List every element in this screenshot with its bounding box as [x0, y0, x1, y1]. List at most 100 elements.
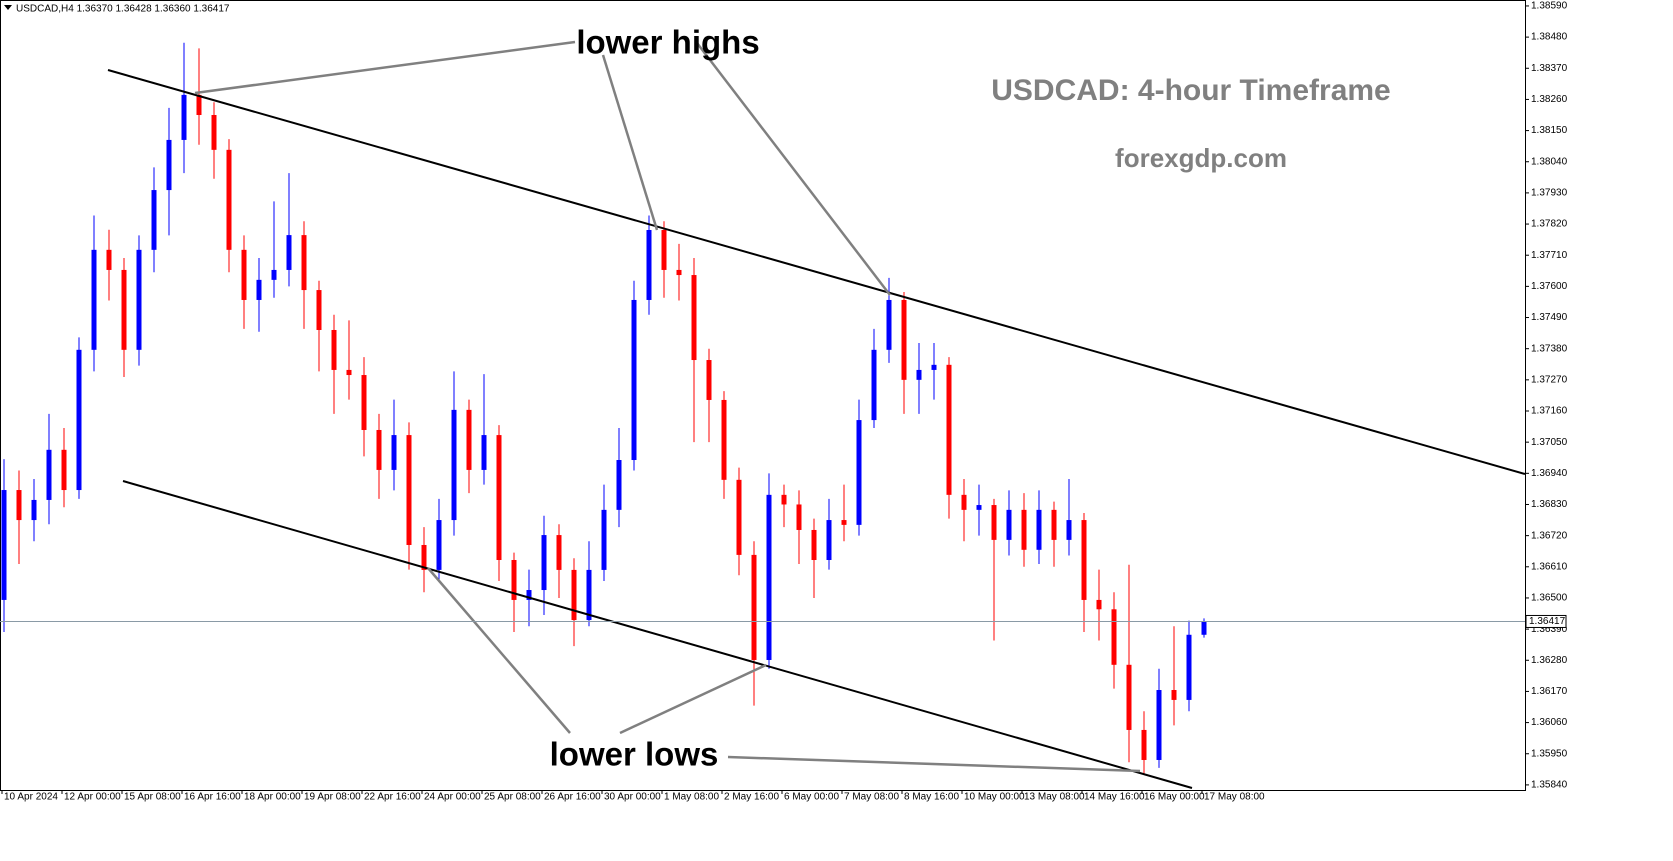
candle-body: [991, 505, 997, 540]
candle-body: [466, 409, 472, 470]
y-tick-label: 1.38040: [1531, 156, 1568, 167]
candle-body: [511, 559, 517, 600]
candle-body: [676, 269, 682, 276]
y-tick-label: 1.36940: [1531, 468, 1568, 479]
candle-body: [31, 499, 37, 521]
subtitle: forexgdp.com: [1115, 143, 1287, 173]
y-tick-label: 1.35950: [1531, 748, 1568, 759]
x-tick-label: 15 Apr 08:00: [124, 792, 181, 803]
candle-body: [46, 449, 52, 500]
candle-body: [556, 535, 562, 570]
y-tick-label: 1.37160: [1531, 406, 1568, 417]
x-tick-label: 10 Apr 2024: [4, 792, 58, 803]
y-tick-label: 1.36610: [1531, 561, 1568, 572]
candle-body: [211, 115, 217, 150]
candle-body: [226, 149, 232, 250]
candle-body: [481, 435, 487, 470]
x-tick-label: 13 May 08:00: [1024, 792, 1085, 803]
y-tick-label: 1.37710: [1531, 250, 1568, 261]
candle-body: [406, 435, 412, 545]
candle-body: [1201, 621, 1207, 635]
candle-body: [526, 590, 532, 600]
y-tick-label: 1.37820: [1531, 219, 1568, 230]
candle-body: [976, 505, 982, 510]
x-tick-label: 7 May 08:00: [844, 792, 899, 803]
candle-body: [91, 249, 97, 350]
x-tick-label: 12 Apr 00:00: [64, 792, 121, 803]
candle-body: [1141, 729, 1147, 760]
candle-body: [796, 504, 802, 530]
candle-body: [616, 460, 622, 510]
candle-body: [1186, 634, 1192, 700]
candle-body: [1081, 520, 1087, 600]
y-tick-label: 1.37050: [1531, 437, 1568, 448]
menu-triangle: [4, 5, 12, 10]
candle-body: [961, 494, 967, 510]
annotation: lower lows: [550, 736, 719, 773]
y-tick-label: 1.36170: [1531, 686, 1568, 697]
candle-body: [346, 369, 352, 376]
candle-body: [1036, 509, 1042, 550]
candle-body: [946, 364, 952, 495]
candle-body: [1096, 599, 1102, 610]
candle-body: [451, 409, 457, 521]
y-tick-label: 1.36060: [1531, 717, 1568, 728]
candle-body: [856, 420, 862, 525]
candle-body: [661, 230, 667, 270]
candle-body: [766, 494, 772, 660]
y-tick-label: 1.38260: [1531, 94, 1568, 105]
candle-body: [901, 299, 907, 380]
y-tick-label: 1.36390: [1531, 624, 1568, 635]
candle-body: [376, 429, 382, 470]
candle-body: [286, 235, 292, 270]
arrow: [619, 663, 767, 735]
candle-body: [1126, 664, 1132, 730]
arrows: [194, 40, 1141, 773]
y-tick-label: 1.38480: [1531, 32, 1568, 43]
candle-body: [601, 509, 607, 570]
chart-title: USDCAD: 4-hour Timeframe: [991, 74, 1391, 107]
candle-body: [1066, 520, 1072, 540]
y-tick-label: 1.37930: [1531, 188, 1568, 199]
arrow: [727, 755, 1141, 773]
candle-body: [1171, 690, 1177, 700]
arrow: [601, 54, 659, 231]
x-tick-label: 14 May 16:00: [1084, 792, 1145, 803]
plot-frame: [0, 0, 1526, 791]
arrow: [194, 40, 576, 95]
arrow: [696, 42, 891, 296]
candle-body: [151, 190, 157, 250]
upper-channel-line: [107, 69, 1526, 475]
candle-body: [886, 299, 892, 350]
y-tick-label: 1.38150: [1531, 125, 1568, 136]
candle-body: [691, 275, 697, 361]
candle-body: [361, 375, 367, 430]
candle-body: [841, 520, 847, 525]
candle-body: [241, 249, 247, 300]
candle-body: [871, 349, 877, 421]
x-tick-label: 24 Apr 00:00: [424, 792, 481, 803]
candle-body: [1051, 509, 1057, 540]
candle-body: [586, 569, 592, 621]
x-tick-label: 10 May 00:00: [964, 792, 1025, 803]
y-tick-label: 1.37270: [1531, 374, 1568, 385]
candle-body: [811, 529, 817, 560]
candle-body: [1, 490, 7, 600]
candle-body: [931, 364, 937, 370]
candle-body: [391, 435, 397, 470]
x-tick-label: 1 May 08:00: [664, 792, 719, 803]
candle-body: [61, 449, 67, 491]
candle-body: [316, 290, 322, 330]
candle-body: [1156, 690, 1162, 760]
y-tick-label: 1.38370: [1531, 63, 1568, 74]
x-tick-label: 17 May 08:00: [1204, 792, 1265, 803]
candle-body: [706, 360, 712, 400]
x-tick-label: 16 Apr 16:00: [184, 792, 241, 803]
y-tick-label: 1.37490: [1531, 312, 1568, 323]
y-tick-label: 1.38590: [1531, 1, 1568, 12]
candle-body: [106, 249, 112, 270]
candle-body: [751, 554, 757, 660]
x-tick-label: 8 May 16:00: [904, 792, 959, 803]
candle-body: [76, 349, 82, 491]
